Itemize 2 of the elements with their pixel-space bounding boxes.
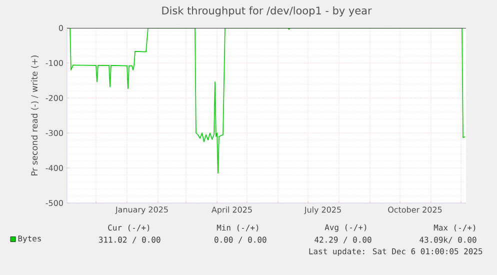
chart-title: Disk throughput for /dev/loop1 - by year [162, 6, 372, 16]
y-axis-title: Pr second read (-) / write (+) [31, 56, 39, 176]
